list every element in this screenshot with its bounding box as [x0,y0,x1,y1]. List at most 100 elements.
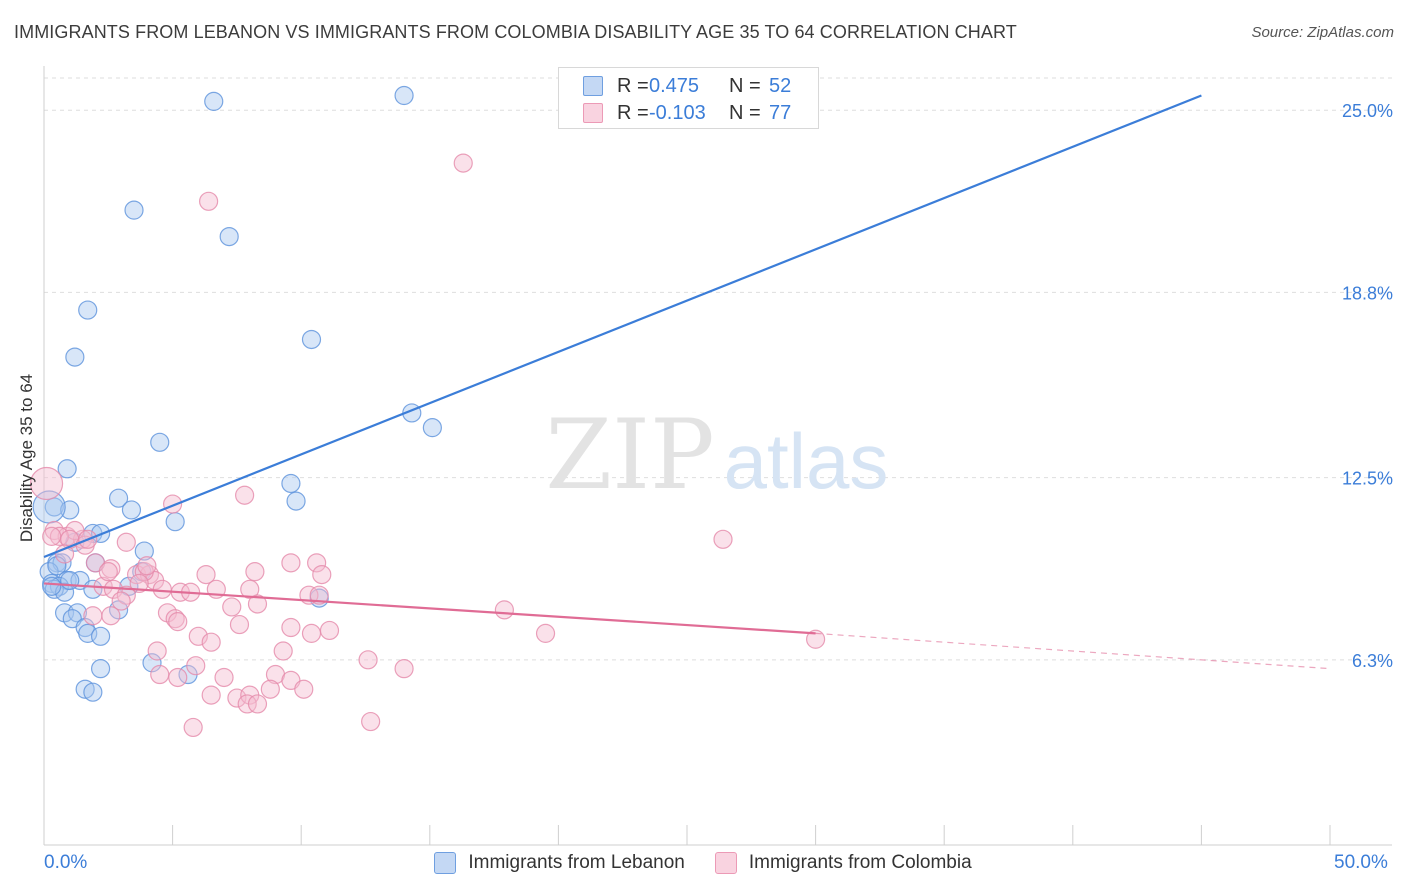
point-lebanon [165,512,185,532]
point-colombia [196,564,216,585]
point-lebanon [286,491,306,511]
trend-lines [43,94,1331,670]
point-lebanon [75,679,95,699]
x-tick-label-min: 0.0% [44,852,88,873]
y-axis-label: Disability Age 35 to 64 [17,374,36,542]
point-lebanon [301,329,322,350]
point-colombia [214,667,234,688]
legend-swatch-pink [714,852,737,874]
point-lebanon [142,653,162,673]
point-colombia [319,620,340,641]
point-colombia [137,556,157,576]
y-tick-label: 25.0% [1342,101,1393,121]
point-colombia [83,606,103,626]
point-lebanon [150,432,170,452]
y-tick-label: 12.5% [1342,469,1393,489]
point-colombia [294,679,314,699]
point-colombia [201,632,221,652]
point-lebanon [42,576,62,596]
legend-swatch-blue [583,76,603,96]
legend-r-value: 0.475 [649,74,700,97]
point-colombia [494,600,514,620]
point-lebanon [281,473,301,494]
point-colombia [165,609,185,629]
point-colombia [235,485,255,505]
trend-line-colombia-extrapolated [815,632,1331,670]
point-colombia [273,641,293,661]
point-colombia [201,685,221,705]
point-lebanon [78,300,98,320]
point-lebanon [204,91,224,111]
point-colombia [307,553,327,573]
chart-title: IMMIGRANTS FROM LEBANON VS IMMIGRANTS FR… [14,22,1017,42]
legend-swatch-blue [434,852,457,874]
point-colombia [101,606,121,626]
legend-r-label: R = [617,74,649,97]
point-colombia [237,694,257,714]
point-colombia [116,585,136,605]
point-colombia [42,526,62,546]
point-lebanon [39,562,59,582]
point-colombia [358,650,378,670]
point-lebanon [219,226,239,247]
point-colombia [129,573,149,594]
point-colombia [453,153,473,173]
watermark-atlas: atlas [724,417,889,505]
point-colombia [260,679,280,699]
point-colombia [111,591,131,611]
point-colombia [229,614,250,635]
point-colombia [361,711,381,732]
legend-row-lebanon: R = 0.475 N = 52 [583,72,791,100]
point-colombia [535,623,556,643]
series-legend: Immigrants from Lebanon Immigrants from … [0,852,1406,874]
correlation-legend: R = 0.475 N = 52 R = -0.103 N = 77 [558,67,819,129]
legend-r-value: -0.103 [649,101,706,124]
watermark: ZIP atlas [545,399,888,511]
point-lebanon [90,626,111,646]
point-lebanon [60,570,80,591]
point-colombia [247,594,268,614]
point-lebanon [121,500,142,520]
point-colombia [312,564,332,585]
x-tick-label-max: 50.0% [1334,852,1388,873]
point-lebanon [394,85,414,106]
point-colombia [152,579,172,599]
legend-item-lebanon: Immigrants from Lebanon [434,852,685,874]
point-lebanon [108,488,129,508]
trend-line-lebanon [43,94,1202,558]
point-colombia [247,694,268,714]
legend-swatch-pink [583,103,603,123]
point-colombia [116,532,136,552]
legend-item-colombia: Immigrants from Colombia [714,852,972,874]
point-colombia [245,562,265,582]
point-lebanon [65,347,85,367]
point-colombia [301,623,322,643]
data-points [29,85,826,738]
legend-n-label: N = [729,101,761,124]
point-colombia [98,562,118,582]
y-tick-labels: 6.3% 12.5% 18.8% 25.0% [1342,101,1393,671]
point-lebanon [49,576,70,596]
point-lebanon [90,659,111,679]
point-lebanon [57,459,77,479]
legend-label-colombia: Immigrants from Colombia [748,852,972,873]
point-colombia [199,191,219,211]
point-colombia [394,659,414,679]
point-colombia [147,641,167,661]
point-lebanon [47,556,67,576]
point-colombia [309,585,329,605]
legend-label-lebanon: Immigrants from Lebanon [468,852,685,873]
y-tick-label: 6.3% [1352,651,1393,671]
point-lebanon [422,418,442,438]
point-colombia [183,717,203,738]
axes [43,66,1392,846]
point-colombia [281,553,301,573]
point-colombia [186,656,206,676]
chart-source: Source: ZipAtlas.com [1251,24,1394,41]
legend-row-colombia: R = -0.103 N = 77 [583,99,791,127]
legend-n-label: N = [729,74,761,97]
point-colombia [222,597,242,617]
legend-n-value: 77 [769,101,792,124]
legend-n-value: 52 [769,74,792,97]
